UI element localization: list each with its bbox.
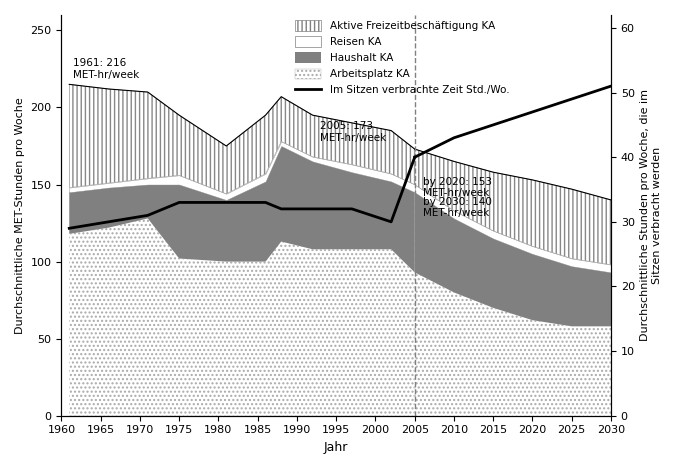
- Text: by 2030: 140
MET-hr/week: by 2030: 140 MET-hr/week: [422, 197, 492, 219]
- Y-axis label: Durchschnittliche Stunden pro Woche, die im
Sitzen verbracht werden: Durchschnittliche Stunden pro Woche, die…: [640, 90, 662, 341]
- Text: 2005: 173
MET-hr/week: 2005: 173 MET-hr/week: [320, 121, 387, 143]
- X-axis label: Jahr: Jahr: [324, 441, 349, 454]
- Legend: Aktive Freizeitbeschäftigung KA, Reisen KA, Haushalt KA, Arbeitsplatz KA, Im Sit: Aktive Freizeitbeschäftigung KA, Reisen …: [291, 16, 513, 99]
- Text: 1961: 216
MET-hr/week: 1961: 216 MET-hr/week: [73, 58, 139, 80]
- Text: by 2020: 153
MET-hr/week: by 2020: 153 MET-hr/week: [422, 177, 492, 198]
- Y-axis label: Durchschnittliche MET-Stunden pro Woche: Durchschnittliche MET-Stunden pro Woche: [15, 97, 25, 334]
